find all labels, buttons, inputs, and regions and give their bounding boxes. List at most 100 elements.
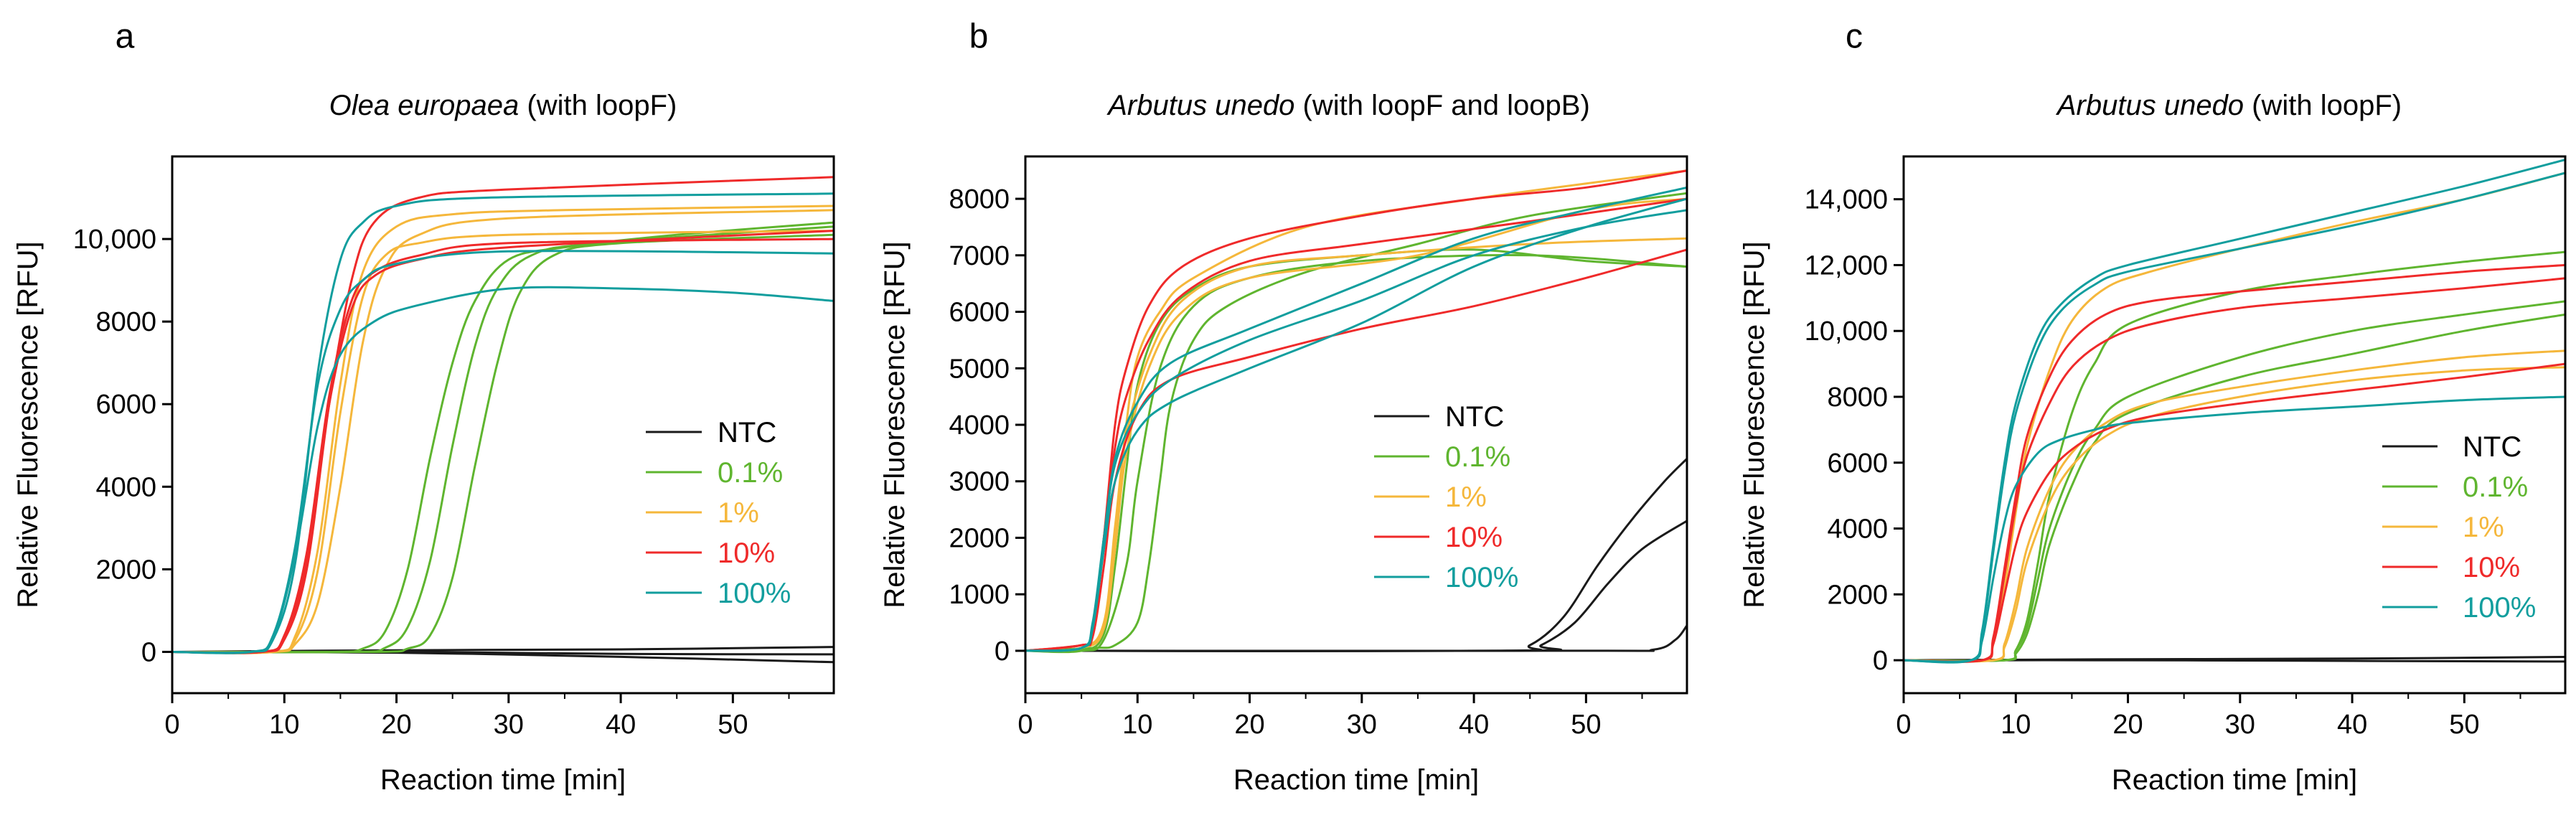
chart-title-suffix: (with loopF) <box>519 90 677 121</box>
legend-label: 10% <box>1445 522 1503 553</box>
legend-label: 10% <box>2463 552 2520 583</box>
legend-label: 0.1% <box>1445 441 1510 473</box>
chart-title-suffix: (with loopF) <box>2244 90 2402 121</box>
series-line-1%-7 <box>1904 366 2565 662</box>
series-line-10%-10 <box>1025 197 1687 652</box>
legend-label: NTC <box>2463 431 2521 463</box>
x-tick-label: 50 <box>718 710 748 740</box>
series-line-0.1%-3 <box>1904 300 2565 662</box>
y-tick-label: 2000 <box>949 523 1010 553</box>
y-axis-label: Relative Fluorescence [RFU] <box>12 241 44 608</box>
x-tick-label: 0 <box>164 710 179 740</box>
legend: NTC 0.1% 1% 10% 100% <box>2382 431 2536 624</box>
series-line-0.1%-3 <box>1025 248 1687 654</box>
panel-label: a <box>116 18 135 56</box>
legend-label: 1% <box>718 497 759 529</box>
series-line-1%-8 <box>1025 197 1687 652</box>
y-tick-label: 2000 <box>95 555 156 585</box>
legend-label: NTC <box>718 417 776 448</box>
chart-panel-c: c Arbutus unedo (with loopF) 0 10 20 30 40 50 0 2… <box>1739 18 2567 796</box>
series-line-100%-14 <box>1025 186 1687 652</box>
chart-title: Arbutus unedo (with loopF) <box>2056 90 2402 121</box>
series-line-10%-10 <box>1904 362 2565 663</box>
y-tick-label: 10,000 <box>1805 316 1888 347</box>
legend-label: 1% <box>2463 512 2504 543</box>
y-tick-label: 12,000 <box>1805 250 1888 281</box>
y-tick-label: 5000 <box>949 354 1010 384</box>
y-tick-label: 2000 <box>1827 580 1888 610</box>
y-tick-label: 4000 <box>95 472 156 502</box>
series-line-100%-12 <box>1025 197 1687 652</box>
chart-title: Olea europaea (with loopF) <box>329 90 677 121</box>
x-tick-label: 50 <box>1571 710 1601 740</box>
x-tick-label: 20 <box>2112 710 2143 740</box>
y-tick-label: 8000 <box>949 184 1010 215</box>
y-tick-label: 8000 <box>95 307 156 337</box>
series-line-NTC-2 <box>1025 624 1687 652</box>
chart-title-species: Arbutus unedo <box>1106 90 1294 121</box>
series-group <box>1025 169 1687 654</box>
panel-label: c <box>1846 18 1863 56</box>
x-tick-label: 30 <box>1347 710 1377 740</box>
y-tick-label: 6000 <box>949 298 1010 328</box>
plot-frame <box>1024 155 1688 695</box>
legend: NTC 0.1% 1% 10% 100% <box>1374 401 1518 593</box>
series-line-1%-7 <box>1025 237 1687 652</box>
series-group <box>1904 159 2565 664</box>
series-line-10%-9 <box>1904 277 2565 663</box>
series-line-NTC-1 <box>1025 520 1687 653</box>
y-tick-label: 4000 <box>1827 514 1888 545</box>
series-line-1%-6 <box>1904 349 2565 663</box>
series-line-0.1%-4 <box>1904 313 2565 662</box>
series-line-0.1%-5 <box>172 233 834 654</box>
chart-title-suffix: (with loopF and loopB) <box>1294 90 1589 121</box>
x-tick-label: 0 <box>1896 710 1911 740</box>
y-tick-label: 10,000 <box>73 225 156 255</box>
chart-panel-a: a Olea europaea (with loopF) 0 10 20 30 40 50 0 2… <box>12 18 835 796</box>
y-tick-label: 0 <box>1873 646 1888 676</box>
series-line-100%-13 <box>1904 395 2565 663</box>
plot-frame <box>171 155 835 695</box>
legend-label: NTC <box>1445 401 1504 433</box>
legend-label: 0.1% <box>2463 471 2528 503</box>
y-tick-label: 6000 <box>1827 448 1888 479</box>
chart-title: Arbutus unedo (with loopF and loopB) <box>1106 90 1590 121</box>
chart-panel-b: b Arbutus unedo (with loopF and loopB) 0 10… <box>879 18 1688 796</box>
legend: NTC 0.1% 1% 10% 100% <box>646 417 791 609</box>
y-tick-label: 1000 <box>949 580 1010 610</box>
y-tick-label: 0 <box>995 636 1010 667</box>
x-tick-label: 30 <box>2225 710 2255 740</box>
x-tick-label: 10 <box>269 710 299 740</box>
y-tick-label: 8000 <box>1827 382 1888 413</box>
y-axis-label: Relative Fluorescence [RFU] <box>1739 241 1770 608</box>
x-tick-label: 40 <box>1459 710 1489 740</box>
x-tick-label: 10 <box>2001 710 2031 740</box>
chart-title-species: Olea europaea <box>329 90 520 121</box>
y-axis-label: Relative Fluorescence [RFU] <box>879 241 911 608</box>
y-tick-label: 6000 <box>95 390 156 420</box>
series-group <box>172 176 834 664</box>
x-axis-label: Reaction time [min] <box>2112 764 2357 796</box>
plot-frame <box>1902 155 2567 695</box>
legend-label: 100% <box>1445 562 1518 593</box>
x-tick-label: 0 <box>1017 710 1033 740</box>
legend-label: 1% <box>1445 481 1487 513</box>
panel-label: b <box>969 18 989 56</box>
series-line-0.1%-5 <box>1025 192 1687 652</box>
legend-label: 0.1% <box>718 457 783 489</box>
legend-label: 10% <box>718 537 775 569</box>
y-tick-label: 14,000 <box>1805 185 1888 215</box>
x-axis-label: Reaction time [min] <box>1233 764 1479 796</box>
series-line-100%-12 <box>1904 171 2565 664</box>
y-tick-label: 4000 <box>949 410 1010 441</box>
chart-title-species: Arbutus unedo <box>2056 90 2244 121</box>
series-line-100%-14 <box>172 286 834 654</box>
x-tick-label: 40 <box>606 710 636 740</box>
x-tick-label: 10 <box>1122 710 1152 740</box>
y-tick-label: 7000 <box>949 241 1010 271</box>
x-axis-label: Reaction time [min] <box>380 764 626 796</box>
y-tick-label: 0 <box>141 637 156 667</box>
series-line-10%-11 <box>172 230 834 654</box>
legend-label: 100% <box>2463 592 2536 624</box>
